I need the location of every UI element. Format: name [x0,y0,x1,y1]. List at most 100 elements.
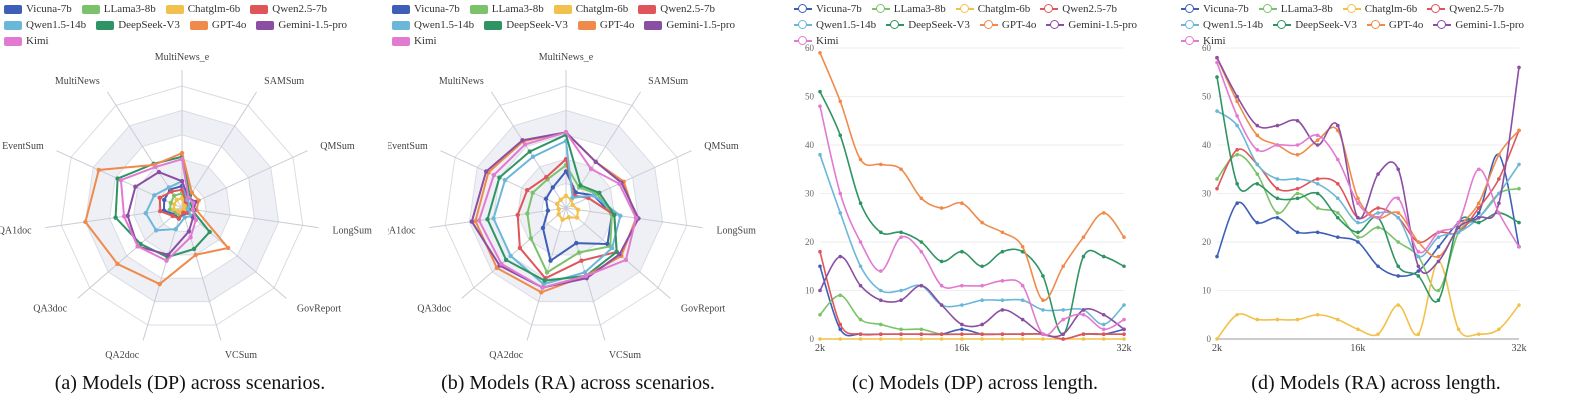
point-llama3-8b [1517,186,1521,191]
legend-label: DeepSeek-V3 [1295,19,1357,31]
point-gpt-4o [1122,235,1126,239]
point-gpt-4o [1396,211,1400,215]
legend-label: Vicuna-7b [816,3,862,15]
legend-item-gemini-1-5-pro: Gemini-1.5-pro [1046,18,1137,32]
point-qwen1-5-14b [152,193,157,198]
point-gpt-4o [1356,196,1360,201]
point-gemini-1-5-pro [1101,312,1106,317]
point-chatglm-6b [1315,312,1320,317]
point-qwen1-5-14b [1396,215,1400,220]
point-deepseek-v3 [612,212,617,218]
point-qwen2-5-7b [1081,332,1086,336]
point-deepseek-v3 [1336,215,1340,220]
point-deepseek-v3 [497,175,502,180]
point-kimi [135,244,140,249]
point-qwen2-5-7b [1315,177,1320,181]
point-kimi [1476,167,1481,172]
legend-swatch [81,4,100,14]
point-chatglm-6b [1081,337,1086,341]
legend-swatch [1433,20,1452,30]
legend-label: Qwen1.5-14b [414,19,475,31]
point-gpt-4o [960,201,964,205]
point-qwen1-5-14b [980,298,984,303]
legend-label: Kimi [26,35,49,47]
point-qwen1-5-14b [570,195,575,200]
point-gemini-1-5-pro [617,252,622,257]
point-vicuna-7b [162,197,167,203]
point-deepseek-v3 [527,149,532,154]
point-kimi [153,164,158,170]
point-qwen1-5-14b [1275,177,1280,181]
legend-swatch [553,4,572,14]
point-qwen1-5-14b [153,228,159,233]
point-vicuna-7b [548,258,553,263]
point-qwen1-5-14b [858,264,863,269]
point-chatglm-6b [556,206,561,212]
point-kimi [623,257,629,263]
point-deepseek-v3 [1436,298,1441,303]
point-gpt-4o [1061,264,1065,269]
radar-axis-label: LongSum [332,226,372,237]
point-kimi [939,283,944,288]
legend-swatch [4,20,22,30]
point-kimi [491,172,497,178]
point-deepseek-v3 [1235,182,1239,186]
legend-swatch [1181,4,1199,14]
legend-swatch [96,20,115,30]
legend-item-gemini-1-5-pro: Gemini-1.5-pro [1433,18,1524,32]
line-chart-dp: 0 10 20 30 40 50 60 2k 16k 32k [805,43,1132,354]
point-qwen2-5-7b [899,332,903,336]
point-qwen2-5-7b [1235,148,1239,152]
point-qwen2-5-7b [980,332,984,336]
point-kimi [563,130,569,135]
point-chatglm-6b [858,337,863,341]
point-qwen1-5-14b [1020,298,1025,303]
radar-chart-dp: MultiNews_e SAMSum QMSum LongSum GovReport VC… [0,52,372,361]
point-gpt-4o [189,190,195,195]
caption: (c) Models (DP) across length. [851,372,1099,394]
point-llama3-8b [1295,191,1300,196]
point-kimi [188,235,193,240]
point-kimi [1235,114,1239,118]
point-qwen2-5-7b [1000,332,1005,336]
legend-label: GPT-4o [599,19,635,31]
series-deepseek-v3 [486,133,618,282]
legend-label: Kimi [816,35,839,47]
legend-label: DeepSeek-V3 [118,19,180,31]
legend-swatch [638,4,657,14]
point-gemini-1-5-pro [1456,225,1461,230]
point-kimi [164,258,169,263]
y-tick-label: 50 [1202,92,1212,102]
point-qwen1-5-14b [1436,235,1441,239]
point-kimi [633,215,639,221]
radar-axis-label: EventSum [2,141,44,152]
point-chatglm-6b [566,215,571,220]
point-qwen1-5-14b [1255,162,1260,167]
legend-swatch [1342,4,1361,14]
point-gpt-4o [1315,138,1320,142]
point-chatglm-6b [1215,337,1219,341]
point-chatglm-6b [1497,327,1501,332]
point-gpt-4o [539,290,544,295]
point-qwen2-5-7b [169,189,174,194]
point-llama3-8b [1275,211,1280,215]
point-qwen2-5-7b [544,175,549,180]
point-deepseek-v3 [542,278,547,283]
point-qwen2-5-7b [1295,186,1300,191]
point-gpt-4o [879,162,883,167]
series-llama3-8b [526,163,613,274]
point-gemini-1-5-pro [1497,201,1501,205]
point-gemini-1-5-pro [818,288,822,293]
panel-ra-scenarios: Vicuna-7b LLama3-8b Chatglm-6b Qwen2.5-7b Qw… [388,0,768,408]
point-gemini-1-5-pro [520,138,525,143]
legend-swatch [1366,20,1385,30]
point-deepseek-v3 [1396,264,1400,269]
point-deepseek-v3 [1255,182,1260,186]
radar-axis-label: MultiNews_e [539,52,594,63]
point-qwen1-5-14b [530,154,536,159]
point-llama3-8b [919,327,924,332]
point-gpt-4o [1476,201,1481,205]
point-chatglm-6b [960,337,964,341]
legend-item-deepseek-v3: DeepSeek-V3 [1273,18,1357,32]
point-qwen2-5-7b [170,213,175,219]
